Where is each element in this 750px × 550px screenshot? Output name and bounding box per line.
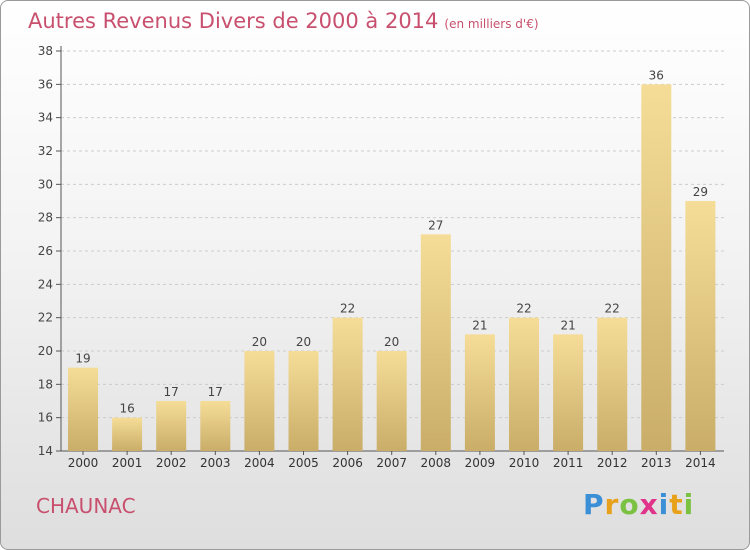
bar <box>597 317 628 451</box>
bar-value-label: 21 <box>472 318 487 332</box>
bar-value-label: 22 <box>340 302 355 316</box>
bar-value-label: 22 <box>516 302 531 316</box>
bar-value-label: 22 <box>605 302 620 316</box>
x-tick-label: 2002 <box>156 456 187 470</box>
chart-title: Autres Revenus Divers de 2000 à 2014 (en … <box>28 9 539 33</box>
bar-value-label: 36 <box>649 68 664 82</box>
bar <box>156 401 187 451</box>
x-tick-label: 2005 <box>288 456 319 470</box>
x-tick-label: 2008 <box>421 456 452 470</box>
y-tick-label: 32 <box>38 144 53 158</box>
x-tick-label: 2003 <box>200 456 231 470</box>
x-tick-label: 2012 <box>597 456 628 470</box>
y-tick-label: 24 <box>38 277 53 291</box>
y-tick-label: 30 <box>38 177 53 191</box>
y-tick-label: 28 <box>38 211 53 225</box>
bar <box>509 317 539 451</box>
x-tick-label: 2014 <box>685 456 716 470</box>
bar <box>420 234 451 451</box>
bar-value-label: 20 <box>296 335 311 349</box>
bar <box>641 84 672 451</box>
bar <box>553 334 584 451</box>
y-tick-label: 36 <box>38 77 53 91</box>
x-tick-label: 2011 <box>553 456 584 470</box>
bar <box>288 351 319 451</box>
bar-value-label: 17 <box>208 385 223 399</box>
y-tick-label: 16 <box>38 411 53 425</box>
x-tick-label: 2007 <box>376 456 407 470</box>
bar-value-label: 29 <box>693 185 708 199</box>
bar <box>112 417 143 451</box>
bar-value-label: 17 <box>164 385 179 399</box>
y-tick-label: 34 <box>38 111 53 125</box>
proxiti-logo: Proxiti <box>583 488 694 521</box>
bar <box>332 317 363 451</box>
logo-letter: i <box>683 488 695 521</box>
y-tick-label: 14 <box>38 444 53 458</box>
bar-value-label: 20 <box>384 335 399 349</box>
x-tick-label: 2001 <box>112 456 143 470</box>
unit-note: (en milliers d'€) <box>444 17 539 31</box>
bar-value-label: 19 <box>75 352 90 366</box>
bar <box>685 201 716 451</box>
y-tick-label: 38 <box>38 44 53 58</box>
bar-value-label: 21 <box>560 318 575 332</box>
bar <box>244 351 275 451</box>
x-tick-label: 2009 <box>465 456 496 470</box>
logo-letter: t <box>669 488 684 521</box>
bar <box>200 401 231 451</box>
x-tick-label: 2010 <box>509 456 540 470</box>
x-tick-label: 2004 <box>244 456 275 470</box>
x-tick-label: 2006 <box>332 456 363 470</box>
y-tick-label: 26 <box>38 244 53 258</box>
logo-letter: r <box>604 488 620 521</box>
y-tick-label: 20 <box>38 344 53 358</box>
bar <box>376 351 407 451</box>
logo-letter: i <box>658 488 670 521</box>
bar-value-label: 27 <box>428 218 443 232</box>
y-tick-label: 22 <box>38 311 53 325</box>
bar-value-label: 20 <box>252 335 267 349</box>
logo-letter: P <box>583 488 605 521</box>
bar <box>464 334 495 451</box>
logo-letter: o <box>619 488 640 521</box>
place-name: CHAUNAC <box>36 494 136 518</box>
x-tick-label: 2000 <box>68 456 99 470</box>
bar <box>68 367 98 451</box>
y-tick-label: 18 <box>38 377 53 391</box>
bar-value-label: 16 <box>119 402 134 416</box>
x-tick-label: 2013 <box>641 456 672 470</box>
logo-letter: x <box>639 488 659 521</box>
chart-title-text: Autres Revenus Divers de 2000 à 2014 <box>28 9 439 33</box>
